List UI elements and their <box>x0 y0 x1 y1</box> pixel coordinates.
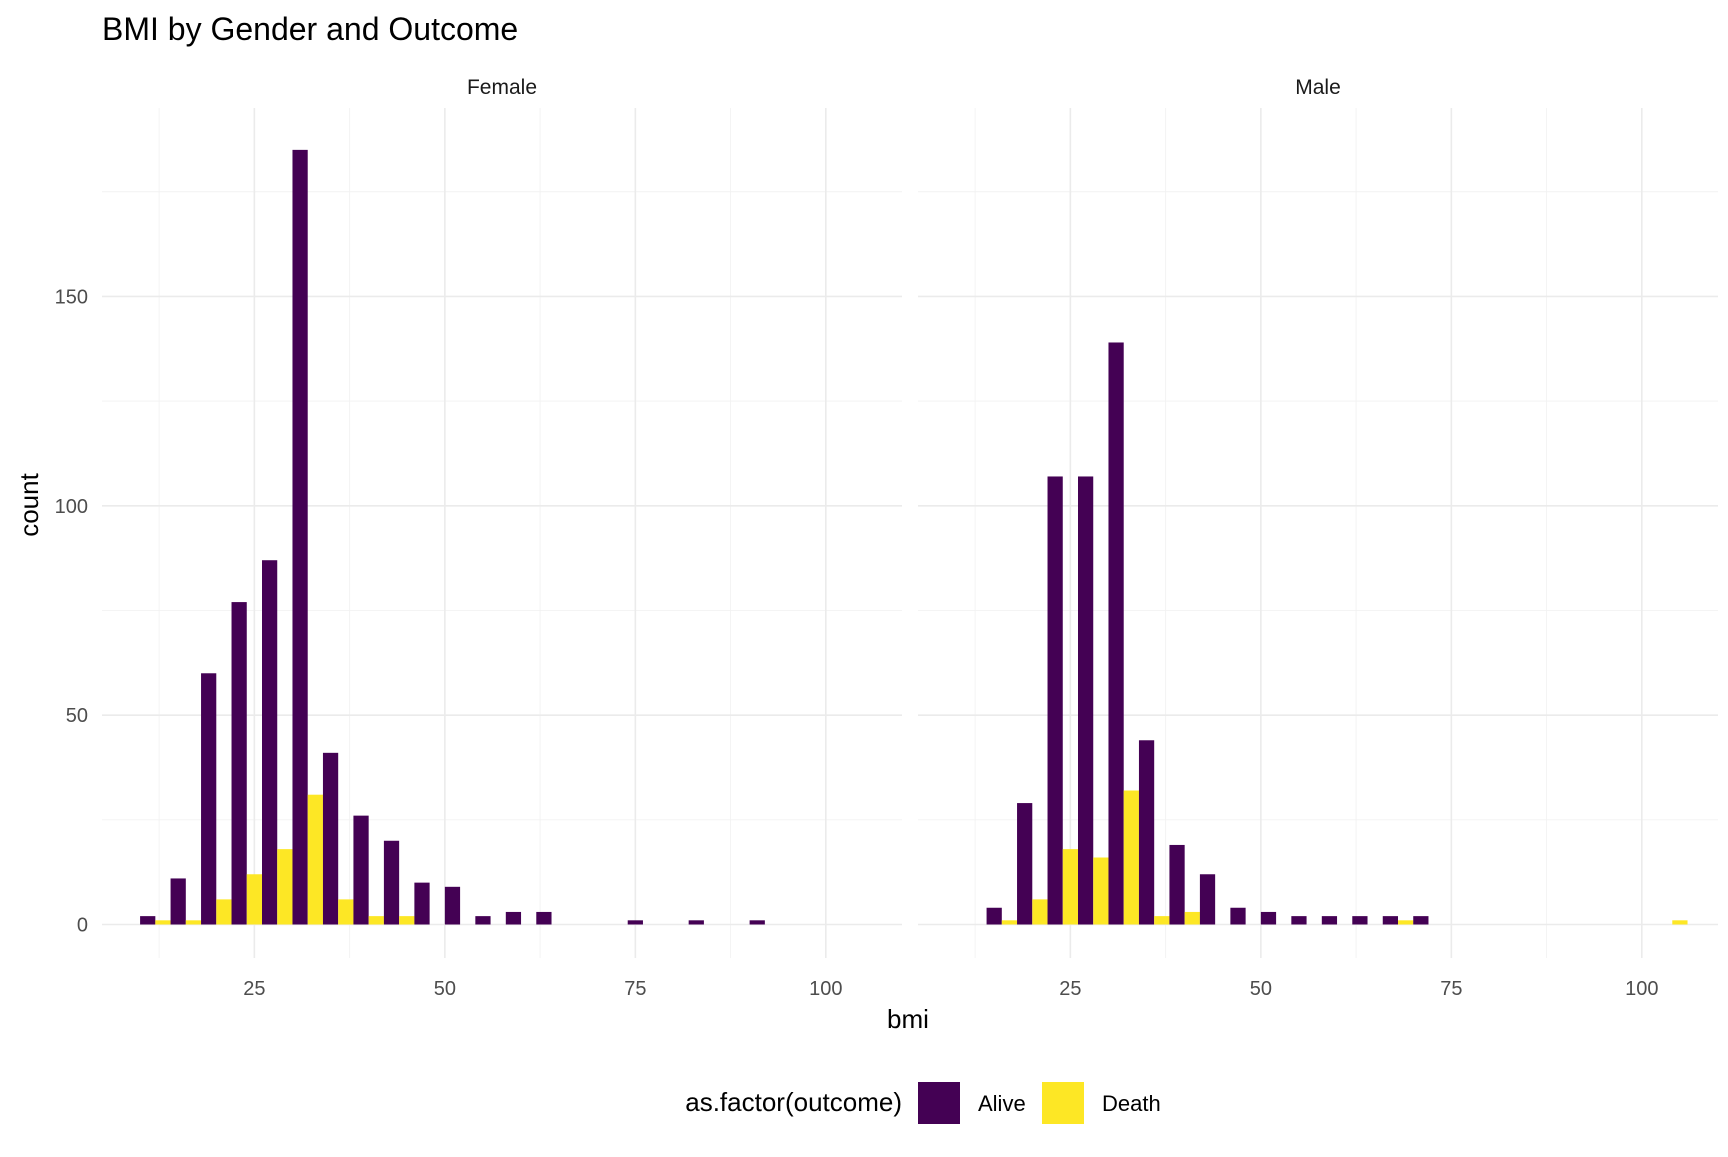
legend-key-alive <box>918 1082 960 1124</box>
x-tick-label: 50 <box>434 978 456 1000</box>
bar-alive <box>262 560 278 925</box>
bar-alive <box>627 920 643 925</box>
bar-alive <box>505 911 522 925</box>
x-tick-label: 25 <box>243 978 265 1000</box>
bar-alive <box>986 907 1002 925</box>
bar-death <box>216 899 232 925</box>
bar-alive <box>1352 916 1368 925</box>
bar-alive <box>1291 916 1307 925</box>
legend-label: Death <box>1102 1091 1161 1116</box>
panel-female: Female 25 50 75 100 <box>102 76 902 1000</box>
legend-label: Alive <box>978 1091 1026 1116</box>
y-tick-label: 0 <box>77 915 88 937</box>
bar-death <box>1062 849 1078 925</box>
bar-death <box>368 916 384 925</box>
x-tick-label: 75 <box>624 978 646 1000</box>
bar-alive <box>688 920 704 925</box>
bar-death <box>1672 920 1688 925</box>
x-tick-label: 75 <box>1440 978 1462 1000</box>
x-tick-label: 100 <box>809 978 842 1000</box>
legend-entry-alive: Alive <box>918 1082 1026 1124</box>
bar-death <box>1001 920 1018 925</box>
bar-alive <box>170 878 186 925</box>
bar-alive <box>201 673 217 925</box>
bar-alive <box>383 840 400 925</box>
x-tick-label: 25 <box>1059 978 1081 1000</box>
bar-death <box>1032 899 1048 925</box>
bar-alive <box>231 602 247 925</box>
bar-death <box>1123 790 1139 925</box>
bar-death <box>338 899 354 925</box>
panel-male: Male 25 50 75 100 <box>918 76 1718 1000</box>
y-tick-label: 100 <box>55 496 88 518</box>
x-tick-label: 100 <box>1625 978 1658 1000</box>
bar-alive <box>1078 476 1094 925</box>
bar-death <box>155 920 171 925</box>
legend-entries: Alive Death <box>918 1082 1161 1124</box>
bar-alive <box>749 920 765 925</box>
bar-alive <box>1321 916 1338 925</box>
bar-alive <box>140 916 156 925</box>
bar-death <box>1154 916 1170 925</box>
bar-death <box>185 920 202 925</box>
x-tick-label: 50 <box>1250 978 1272 1000</box>
bar-alive <box>1230 907 1246 925</box>
panels-layer: 0 50 100 150 Female 25 50 75 100 Male 25 50 75 100 <box>55 76 1718 1000</box>
bar-death <box>1184 911 1200 925</box>
bar-alive <box>353 815 369 925</box>
legend: as.factor(outcome) Alive Death <box>685 1082 1161 1124</box>
bar-alive <box>1260 911 1277 925</box>
bar-death <box>246 874 262 925</box>
bar-death <box>1093 857 1109 925</box>
bar-alive <box>1047 476 1063 925</box>
bar-alive <box>414 882 430 925</box>
bar-alive <box>1382 916 1398 925</box>
bar-alive <box>536 911 552 925</box>
legend-key-death <box>1042 1082 1084 1124</box>
bar-death <box>307 794 323 925</box>
bar-alive <box>322 752 339 925</box>
y-tick-label: 150 <box>55 286 88 308</box>
bar-alive <box>1199 874 1216 925</box>
y-tick-label: 50 <box>66 705 88 727</box>
bar-alive <box>1017 803 1033 925</box>
bar-death <box>1398 920 1414 925</box>
bar-death <box>399 916 415 925</box>
bar-alive <box>1108 342 1124 925</box>
facet-strip-label: Male <box>1295 76 1341 99</box>
y-axis-title: count <box>14 472 44 536</box>
chart-title: BMI by Gender and Outcome <box>102 11 518 47</box>
legend-title: as.factor(outcome) <box>685 1087 902 1117</box>
facet-strip-label: Female <box>467 76 537 99</box>
bar-alive <box>1138 740 1155 925</box>
legend-entry-death: Death <box>1042 1082 1161 1124</box>
x-axis-title: bmi <box>887 1004 929 1034</box>
bar-alive <box>1169 844 1185 925</box>
bar-alive <box>444 886 461 925</box>
bar-alive <box>475 916 491 925</box>
bar-alive <box>292 149 308 925</box>
bar-alive <box>1413 916 1429 925</box>
bar-death <box>277 849 293 925</box>
